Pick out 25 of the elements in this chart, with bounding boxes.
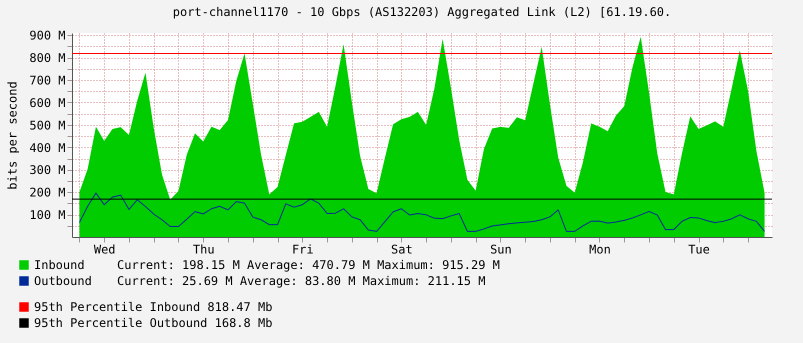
y-tick-label: 300 M <box>29 163 66 178</box>
y-tick-label: 200 M <box>29 186 66 200</box>
legend-label: 95th Percentile Inbound 818.47 Mb <box>34 300 272 314</box>
legend-label: 95th Percentile Outbound 168.8 Mb <box>34 316 272 330</box>
x-tick-label: Sun <box>490 242 512 256</box>
x-tick-label: Wed <box>94 242 116 256</box>
y-tick-label: 500 M <box>29 118 66 132</box>
x-tick-label: Fri <box>292 242 314 256</box>
y-tick-label: 100 M <box>29 208 66 222</box>
text: Current: 198.15 M Average: 470.79 M Maximum: 915.29 M <box>117 258 500 272</box>
y-tick-label: 400 M <box>29 140 66 155</box>
legend-label: Outbound <box>34 274 92 288</box>
legend-label: Inbound <box>34 258 85 272</box>
line-series <box>78 192 766 232</box>
x-tick-label: Mon <box>589 242 611 256</box>
y-tick-label: 700 M <box>29 74 66 88</box>
x-tick-label: Tue <box>688 242 710 256</box>
y-tick-label: 600 M <box>29 96 66 110</box>
y-tick-label: 900 M <box>29 28 66 43</box>
y-tick-label: 800 M <box>29 51 66 66</box>
text: Current: 25.69 M Average: 83.80 M Maximum: 211.15 M <box>117 274 486 288</box>
x-tick-label: Thu <box>192 242 215 256</box>
chart-title: port-channel1170 - 10 Gbps (AS132203) Aggregated Link (L2) [61.19.60. <box>172 5 672 20</box>
x-tick-label: Sat <box>391 242 413 256</box>
y-axis-title: bits per second <box>5 81 20 190</box>
